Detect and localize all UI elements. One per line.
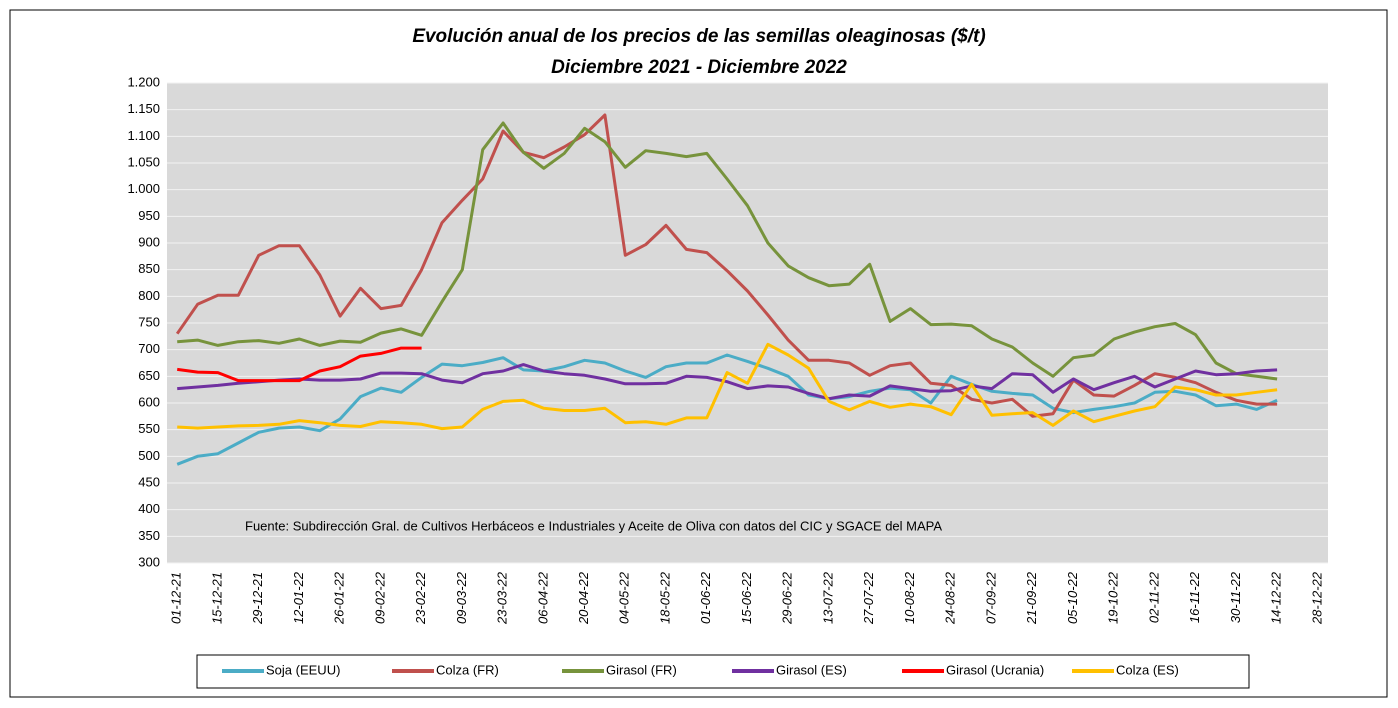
y-tick-label: 1.150 (127, 101, 160, 116)
y-tick-label: 850 (138, 261, 160, 276)
y-tick-label: 450 (138, 474, 160, 489)
y-tick-label: 650 (138, 368, 160, 383)
y-tick-label: 500 (138, 448, 160, 463)
y-tick-label: 1.000 (127, 181, 160, 196)
chart-title: Evolución anual de los precios de las se… (412, 26, 985, 47)
x-tick-label: 15-12-21 (209, 572, 224, 624)
y-tick-label: 550 (138, 421, 160, 436)
x-tick-label: 21-09-22 (1024, 571, 1039, 625)
x-tick-label: 10-08-22 (902, 571, 917, 624)
y-tick-label: 950 (138, 208, 160, 223)
x-tick-label: 12-01-22 (291, 571, 306, 624)
y-tick-label: 600 (138, 394, 160, 409)
legend-label: Girasol (ES) (776, 662, 847, 677)
x-tick-label: 06-04-22 (535, 571, 550, 624)
x-tick-label: 02-11-22 (1146, 571, 1161, 623)
y-tick-label: 1.100 (127, 128, 160, 143)
legend-label: Girasol (FR) (606, 662, 677, 677)
y-tick-label: 400 (138, 501, 160, 516)
x-tick-label: 19-10-22 (1106, 571, 1121, 624)
y-tick-label: 900 (138, 234, 160, 249)
chart-subtitle: Diciembre 2021 - Diciembre 2022 (551, 57, 847, 78)
legend-label: Colza (ES) (1116, 662, 1179, 677)
x-tick-label: 28-12-22 (1309, 571, 1324, 625)
x-tick-label: 13-07-22 (820, 571, 835, 624)
y-tick-label: 1.050 (127, 154, 160, 169)
x-tick-label: 20-04-22 (576, 571, 591, 625)
x-tick-label: 14-12-22 (1269, 571, 1284, 624)
x-tick-label: 16-11-22 (1187, 571, 1202, 623)
series-line (177, 121, 1278, 381)
x-tick-label: 23-03-22 (495, 571, 510, 625)
x-tick-label: 29-06-22 (780, 571, 795, 625)
x-tick-label: 01-06-22 (698, 571, 713, 624)
series-line (177, 346, 422, 383)
x-tick-label: 24-08-22 (943, 571, 958, 625)
x-tick-label: 27-07-22 (861, 571, 876, 625)
y-tick-label: 1.200 (127, 74, 160, 89)
x-tick-label: 01-12-21 (169, 572, 184, 624)
legend-label: Colza (FR) (436, 662, 499, 677)
x-tick-label: 09-02-22 (372, 571, 387, 624)
series-line (177, 363, 1278, 401)
x-tick-label: 04-05-22 (617, 571, 632, 624)
x-tick-label: 23-02-22 (413, 571, 428, 625)
annotation: Fuente: Subdirección Gral. de Cultivos H… (245, 518, 942, 533)
lines (175, 113, 1278, 466)
x-tick-label: 30-11-22 (1228, 571, 1243, 623)
x-tick-label: 05-10-22 (1065, 571, 1080, 624)
x-tick-label: 26-01-22 (332, 571, 347, 625)
grid (167, 82, 1328, 564)
series-line (175, 113, 1278, 418)
y-tick-label: 700 (138, 341, 160, 356)
x-tick-label: 07-09-22 (983, 571, 998, 624)
legend-label: Girasol (Ucrania) (946, 662, 1044, 677)
series-line (177, 342, 1278, 431)
y-tick-label: 750 (138, 314, 160, 329)
y-tick-label: 350 (138, 528, 160, 543)
x-tick-label: 29-12-21 (250, 572, 265, 625)
y-tick-label: 300 (138, 554, 160, 569)
series-line (176, 353, 1278, 466)
x-tick-label: 15-06-22 (739, 571, 754, 624)
legend-label: Soja (EEUU) (266, 662, 340, 677)
x-tick-label: 18-05-22 (657, 571, 672, 624)
y-tick-label: 800 (138, 288, 160, 303)
x-tick-label: 09-03-22 (454, 571, 469, 624)
